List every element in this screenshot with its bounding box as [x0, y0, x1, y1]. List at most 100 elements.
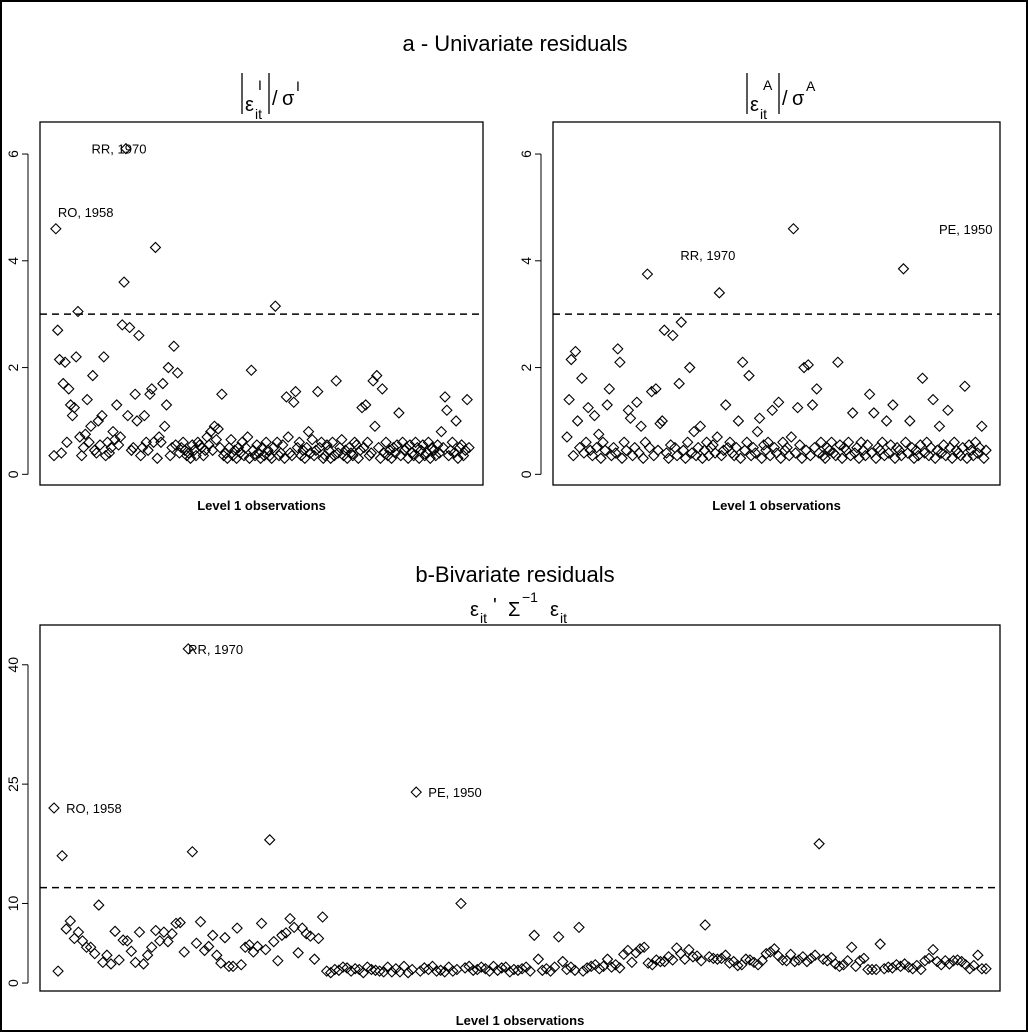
data-point	[369, 964, 382, 977]
data-point	[789, 447, 802, 459]
data-point	[512, 964, 524, 977]
data-point	[129, 388, 141, 401]
svg-text:': '	[493, 595, 497, 617]
data-point	[459, 444, 472, 457]
data-point	[528, 929, 541, 942]
data-point	[62, 383, 75, 395]
data-point	[681, 436, 694, 449]
data-point	[435, 425, 448, 438]
data-point	[72, 305, 84, 318]
data-point	[536, 964, 549, 977]
y-tick-label: 4	[5, 257, 21, 265]
data-point	[622, 944, 634, 957]
data-point	[925, 441, 937, 454]
svg-text:σ: σ	[282, 88, 295, 110]
data-point	[441, 404, 453, 417]
data-point	[422, 963, 435, 976]
data-point	[184, 452, 197, 465]
data-point	[134, 449, 147, 462]
data-point	[785, 431, 798, 443]
data-point	[768, 441, 781, 454]
data-points	[48, 142, 475, 465]
data-point	[433, 447, 446, 459]
data-point	[83, 436, 95, 449]
data-point	[77, 441, 90, 454]
data-point	[394, 449, 407, 462]
data-point	[380, 436, 392, 449]
data-point	[66, 409, 79, 422]
data-point	[832, 356, 844, 368]
data-point	[171, 367, 184, 379]
data-point	[64, 915, 77, 927]
data-point	[880, 415, 893, 427]
data-point	[842, 436, 855, 449]
data-point	[72, 926, 85, 938]
data-point	[59, 356, 71, 368]
data-point	[311, 385, 324, 398]
data-point	[347, 449, 359, 462]
svg-text:/: /	[782, 88, 788, 110]
data-point	[731, 959, 744, 972]
data-point	[592, 428, 605, 441]
data-point	[652, 444, 664, 457]
data-point	[417, 439, 429, 451]
svg-text:ε: ε	[550, 599, 559, 621]
plot-box	[39, 624, 1001, 992]
data-point	[813, 838, 825, 850]
data-point	[88, 947, 101, 960]
data-point	[337, 961, 349, 973]
data-point	[264, 449, 276, 462]
data-point	[687, 951, 699, 963]
data-point	[118, 276, 130, 288]
data-point	[212, 423, 224, 435]
data-point	[745, 449, 757, 462]
data-point	[79, 428, 92, 441]
y-tick-label: 40	[5, 657, 21, 673]
data-point	[784, 948, 797, 961]
svg-text:I: I	[258, 77, 262, 93]
data-point	[125, 945, 138, 957]
data-point	[713, 287, 726, 299]
data-point	[862, 963, 874, 976]
data-point	[821, 954, 834, 967]
data-point	[524, 965, 536, 977]
data-point	[263, 834, 276, 846]
data-point	[947, 954, 960, 967]
data-point	[153, 431, 165, 443]
data-point	[341, 452, 354, 465]
y-tick-label: 6	[518, 150, 534, 158]
svg-text:ε: ε	[470, 599, 479, 621]
data-point	[774, 452, 787, 465]
data-point	[315, 436, 328, 449]
data-point	[243, 452, 256, 465]
data-point	[123, 321, 136, 334]
data-point	[216, 388, 228, 401]
data-point	[752, 958, 764, 971]
data-point	[211, 949, 223, 961]
data-point	[703, 951, 716, 963]
data-point	[635, 420, 647, 433]
data-point	[719, 399, 732, 411]
data-point	[149, 241, 162, 254]
data-point	[605, 449, 618, 462]
data-point	[683, 943, 695, 956]
data-point	[455, 897, 467, 910]
data-point	[52, 965, 64, 977]
data-point	[370, 369, 383, 382]
data-point	[904, 415, 916, 427]
title-univariate: a - Univariate residuals	[403, 31, 628, 56]
data-point	[605, 961, 618, 973]
data-point	[349, 962, 361, 975]
data-point	[569, 345, 582, 358]
data-point	[760, 947, 773, 960]
data-point	[561, 431, 573, 443]
data-point	[552, 931, 565, 943]
data-point	[643, 441, 656, 454]
data-point	[306, 433, 319, 446]
data-point	[142, 444, 154, 457]
data-point	[350, 439, 363, 451]
data-point	[238, 449, 250, 462]
data-point	[914, 439, 927, 451]
data-point	[308, 953, 321, 965]
data-point	[272, 954, 284, 967]
